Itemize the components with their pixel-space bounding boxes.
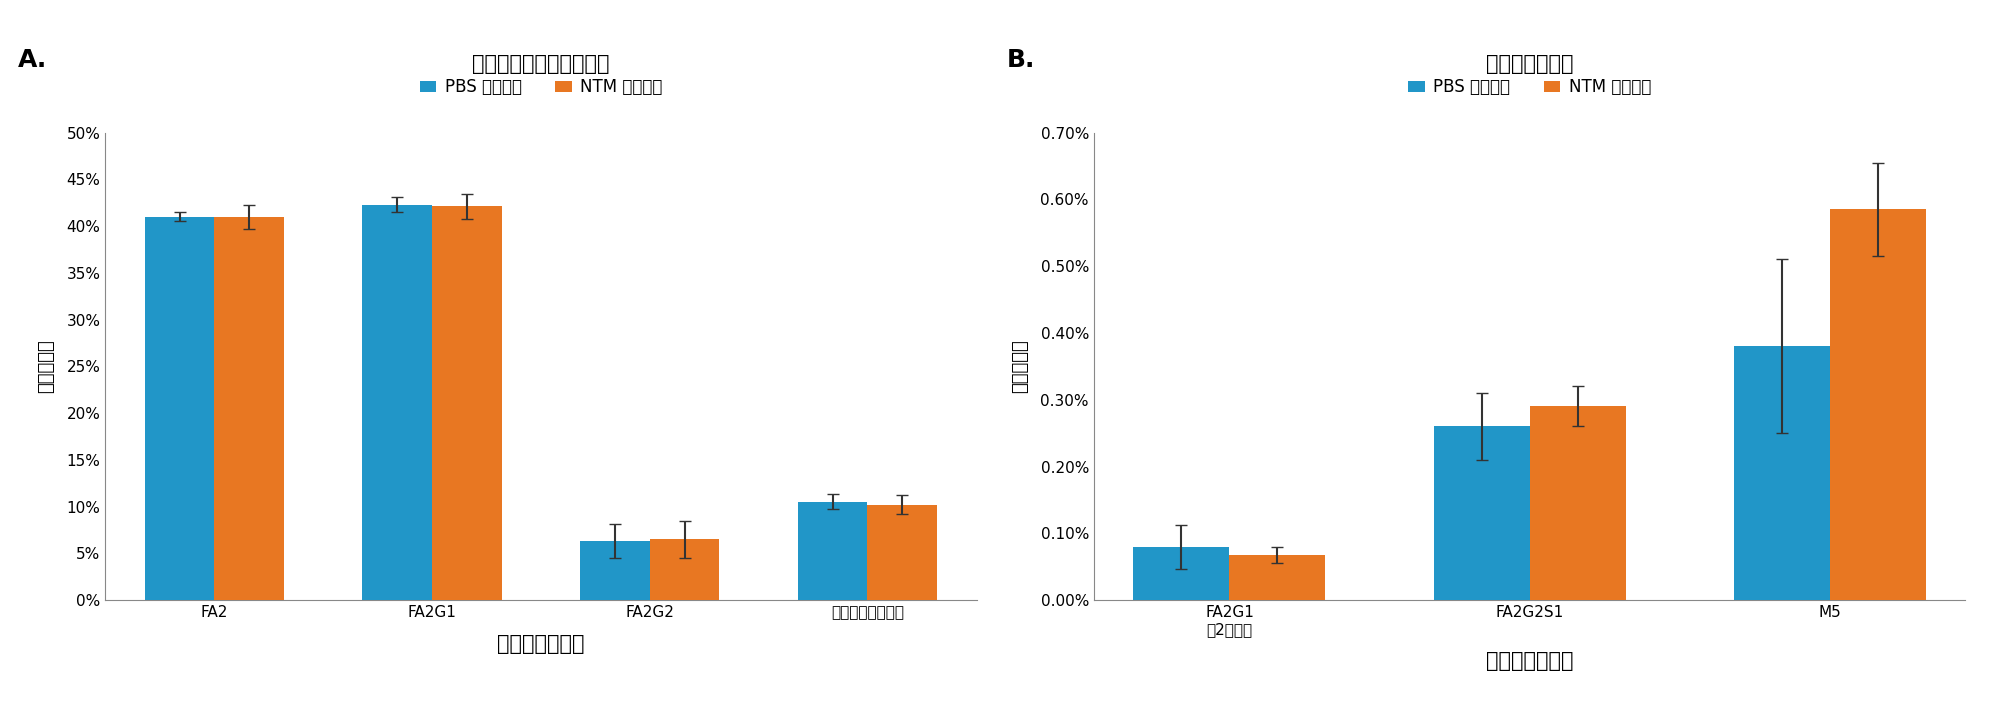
- Legend: PBS サンプル, NTM サンプル: PBS サンプル, NTM サンプル: [1402, 72, 1658, 103]
- Bar: [214, 217, 284, 600]
- Text: B.: B.: [1006, 49, 1036, 73]
- Bar: [362, 205, 432, 600]
- Bar: [432, 206, 502, 600]
- X-axis label: グリコフォーム: グリコフォーム: [498, 634, 584, 654]
- Legend: PBS サンプル, NTM サンプル: PBS サンプル, NTM サンプル: [412, 72, 668, 103]
- Text: A.: A.: [18, 49, 48, 73]
- Bar: [1830, 210, 1926, 600]
- Bar: [144, 217, 214, 600]
- Bar: [1734, 347, 1830, 600]
- Bar: [1134, 546, 1230, 600]
- X-axis label: グリコフォーム: グリコフォーム: [1486, 651, 1574, 671]
- Bar: [580, 542, 650, 600]
- Y-axis label: 相対含有量: 相対含有量: [1012, 340, 1030, 393]
- Bar: [1434, 426, 1530, 600]
- Bar: [798, 502, 868, 600]
- Title: 低存在量の糖鎖: 低存在量の糖鎖: [1486, 54, 1574, 74]
- Bar: [1230, 556, 1326, 600]
- Bar: [868, 505, 938, 600]
- Bar: [1530, 407, 1626, 600]
- Title: 主要糖鎖のプロファイル: 主要糖鎖のプロファイル: [472, 54, 610, 74]
- Y-axis label: 相対含有量: 相対含有量: [38, 340, 56, 393]
- Bar: [650, 539, 720, 600]
